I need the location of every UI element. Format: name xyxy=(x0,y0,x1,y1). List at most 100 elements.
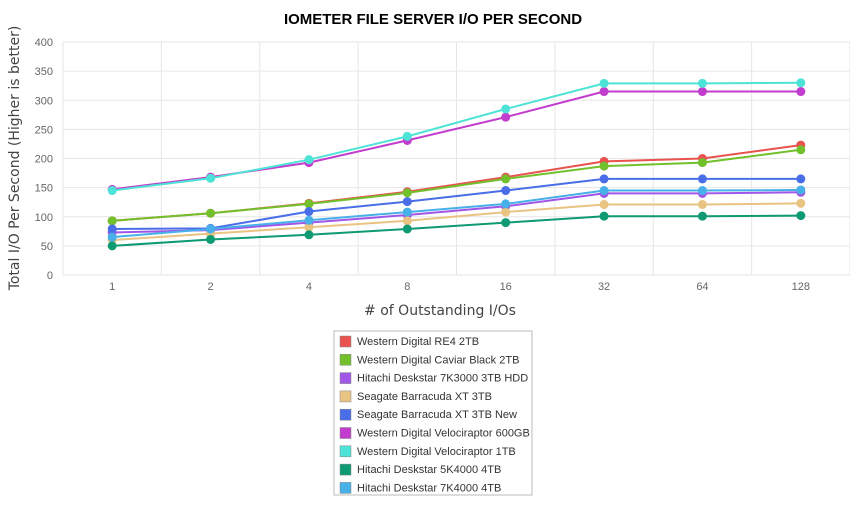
data-point xyxy=(501,174,511,184)
data-point xyxy=(501,112,511,122)
data-point xyxy=(402,216,412,226)
data-point xyxy=(501,207,511,217)
series-lines xyxy=(107,78,806,251)
x-tick-label: 2 xyxy=(208,281,214,293)
data-point xyxy=(304,222,314,232)
x-axis-label: # of Outstanding I/Os xyxy=(364,303,516,319)
data-point xyxy=(501,104,511,114)
x-tick-label: 8 xyxy=(404,281,410,293)
legend-swatch xyxy=(339,354,352,366)
data-point xyxy=(796,185,806,195)
data-point xyxy=(206,208,216,218)
legend-swatch xyxy=(339,408,352,421)
data-point xyxy=(501,199,511,209)
data-point xyxy=(304,199,314,209)
data-point xyxy=(304,207,314,217)
data-point xyxy=(599,186,609,196)
series-group xyxy=(107,145,806,226)
x-tick-label: 1 xyxy=(109,281,115,293)
legend-swatch xyxy=(339,372,352,384)
y-tick-label: 250 xyxy=(35,124,53,136)
legend-swatch xyxy=(339,482,352,494)
series-line xyxy=(112,189,801,239)
data-point xyxy=(599,174,609,184)
y-tick-label: 150 xyxy=(35,183,53,195)
series-group xyxy=(107,78,806,196)
data-point xyxy=(697,158,707,168)
data-point xyxy=(599,161,609,171)
series-line xyxy=(112,148,801,222)
legend-label: Hitachi Deskstar 5K4000 4TB xyxy=(357,464,501,476)
data-point xyxy=(697,186,707,196)
series-line xyxy=(112,202,801,242)
legend-label: Western Digital Velociraptor 1TB xyxy=(357,446,516,458)
data-point xyxy=(402,197,412,207)
y-tick-label: 100 xyxy=(35,212,53,224)
series-line xyxy=(112,191,801,234)
data-point xyxy=(697,78,707,88)
data-point xyxy=(599,211,609,221)
legend-label: Western Digital Caviar Black 2TB xyxy=(357,354,519,366)
legend-swatch xyxy=(339,427,352,439)
data-point xyxy=(501,186,511,196)
y-tick-label: 200 xyxy=(35,154,53,166)
data-point xyxy=(107,241,117,251)
x-tick-label: 128 xyxy=(792,281,810,293)
data-point xyxy=(402,131,412,141)
series-group xyxy=(107,185,806,242)
data-point xyxy=(796,87,806,97)
data-point xyxy=(697,200,707,210)
legend-label: Western Digital Velociraptor 600GB xyxy=(357,428,530,440)
y-tick-label: 50 xyxy=(41,241,53,253)
data-point xyxy=(697,174,707,184)
data-point xyxy=(796,211,806,221)
data-point xyxy=(796,145,806,155)
legend-label: Seagate Barracuda XT 3TB New xyxy=(357,409,517,421)
series-line xyxy=(112,81,801,192)
y-tick-label: 350 xyxy=(35,66,53,78)
data-point xyxy=(796,174,806,184)
y-axis-label: Total I/O Per Second (Higher is better) xyxy=(7,26,23,292)
data-point xyxy=(599,78,609,88)
x-tick-label: 16 xyxy=(500,281,512,293)
series-line xyxy=(112,214,801,247)
data-point xyxy=(206,224,216,234)
legend-swatch xyxy=(339,335,352,348)
data-point xyxy=(304,230,314,240)
data-point xyxy=(206,234,216,244)
x-tick-label: 64 xyxy=(696,281,708,293)
data-point xyxy=(107,224,117,234)
data-point xyxy=(796,198,806,208)
chart-title: IOMETER FILE SERVER I/O PER SECOND xyxy=(284,11,582,28)
legend-swatch xyxy=(339,463,352,476)
legend-swatch xyxy=(339,445,352,458)
x-tick-label: 4 xyxy=(306,281,312,293)
series-line xyxy=(112,177,801,230)
legend-label: Western Digital RE4 2TB xyxy=(357,336,479,348)
legend-label: Hitachi Deskstar 7K3000 3TB HDD xyxy=(357,373,528,385)
data-point xyxy=(599,87,609,97)
data-point xyxy=(402,224,412,234)
data-point xyxy=(697,211,707,221)
data-point xyxy=(304,215,314,225)
data-point xyxy=(796,78,806,88)
y-tick-label: 400 xyxy=(35,37,53,49)
data-point xyxy=(402,188,412,198)
data-point xyxy=(501,218,511,228)
legend-swatch xyxy=(339,390,352,403)
y-axis-ticks: 0 50 100 150 200 250 300 350 400 xyxy=(35,37,53,282)
y-tick-label: 300 xyxy=(35,95,53,107)
data-point xyxy=(206,173,216,183)
data-point xyxy=(402,207,412,217)
data-point xyxy=(107,232,117,242)
data-point xyxy=(599,200,609,210)
legend-label: Seagate Barracuda XT 3TB xyxy=(357,391,492,403)
series-group xyxy=(107,174,806,234)
legend-box xyxy=(333,330,533,496)
x-tick-label: 32 xyxy=(598,281,610,293)
data-point xyxy=(697,87,707,97)
data-point xyxy=(107,186,117,196)
y-tick-label: 0 xyxy=(47,270,53,282)
data-point xyxy=(304,155,314,165)
